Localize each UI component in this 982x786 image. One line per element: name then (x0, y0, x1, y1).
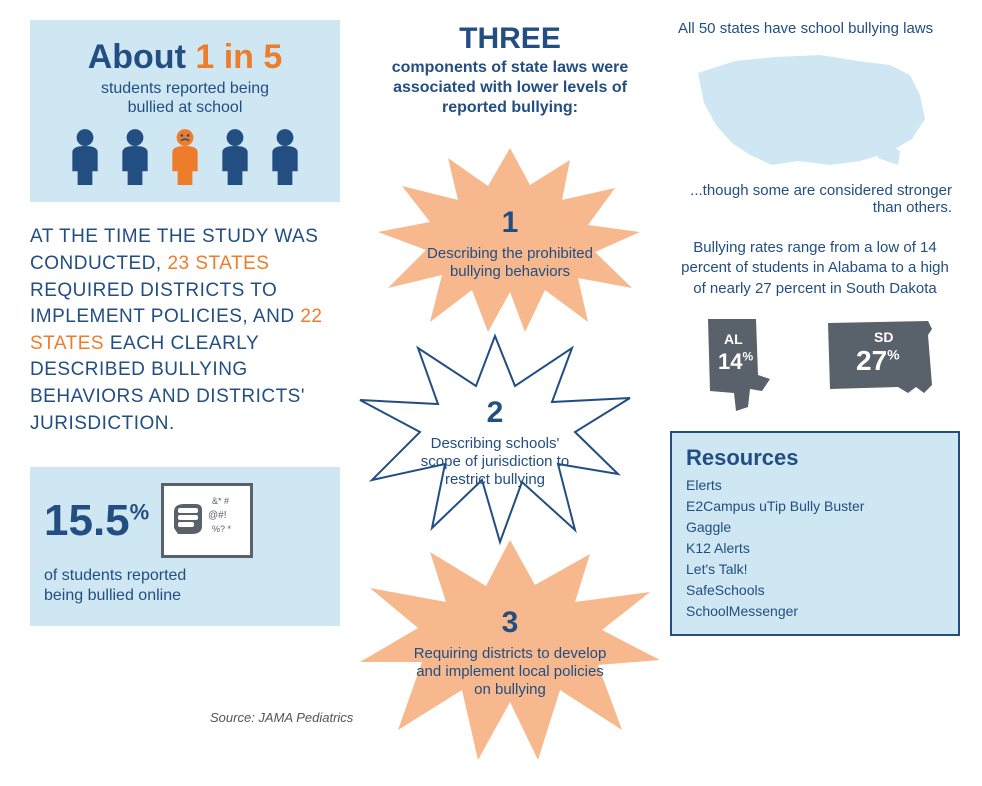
sd-pct: 27% (856, 345, 900, 377)
resources-title: Resources (686, 445, 944, 471)
person-icon (113, 127, 157, 190)
fist-icon-frame: &* # @#! %? * (161, 483, 253, 558)
left-column: About 1 in 5 students reported being bul… (30, 20, 340, 626)
component-1-text: 1 Describing the prohibited bullying beh… (420, 205, 600, 281)
al-pct-sym: % (742, 349, 753, 363)
map-caption-bottom: ...though some are considered stronger t… (670, 182, 952, 216)
middle-column: THREE components of state laws were asso… (370, 20, 650, 118)
resource-item: SafeSchools (686, 580, 944, 601)
us-map-icon (680, 43, 950, 173)
source-label: Source: JAMA Pediatrics (210, 710, 353, 725)
person-icon (213, 127, 257, 190)
svg-text:%? *: %? * (212, 524, 232, 534)
component-2-number: 2 (410, 395, 580, 431)
map-box: All 50 states have school bullying laws … (670, 20, 960, 216)
alabama-item: AL 14% (690, 313, 780, 413)
component-2-text: 2 Describing schools' scope of jurisdict… (410, 395, 580, 489)
component-2-label: Describing schools' scope of jurisdictio… (421, 435, 569, 488)
sd-pct-num: 27 (856, 345, 887, 376)
al-label: AL (724, 331, 743, 347)
component-1-label: Describing the prohibited bullying behav… (427, 245, 593, 280)
mid-title: THREE components of state laws were asso… (370, 20, 650, 118)
one-in-five-title: About 1 in 5 (45, 38, 325, 77)
south-dakota-item: SD 27% (820, 313, 940, 413)
one-in-five-number: 1 in 5 (195, 38, 282, 76)
component-3-number: 3 (410, 605, 610, 641)
map-caption-top: All 50 states have school bullying laws (678, 20, 960, 37)
person-icon (63, 127, 107, 190)
people-icons-row (45, 127, 325, 190)
mid-big-word: THREE (370, 20, 650, 58)
resource-item: E2Campus uTip Bully Buster (686, 496, 944, 517)
resource-item: K12 Alerts (686, 538, 944, 559)
state-row: AL 14% SD 27% (670, 313, 960, 413)
percent-symbol: % (130, 499, 150, 524)
component-3-text: 3 Requiring districts to develop and imp… (410, 605, 610, 699)
svg-text:&* #: &* # (212, 496, 229, 506)
bullied-person-icon (163, 127, 207, 190)
online-percent-number: 15.5 (44, 496, 130, 545)
sd-pct-sym: % (887, 346, 899, 362)
resource-item: SchoolMessenger (686, 601, 944, 622)
resource-item: Elerts (686, 475, 944, 496)
person-icon (263, 127, 307, 190)
fist-icon: &* # @#! %? * (168, 490, 246, 546)
online-row: 15.5% &* # @#! %? * (44, 483, 326, 558)
online-subtitle: of students reported being bullied onlin… (44, 566, 326, 606)
resources-box: Resources Elerts E2Campus uTip Bully Bus… (670, 431, 960, 636)
component-3-label: Requiring districts to develop and imple… (414, 645, 607, 698)
right-column: All 50 states have school bullying laws … (670, 20, 960, 636)
al-pct-num: 14 (718, 349, 742, 374)
study-23-states: 23 STATES (167, 253, 269, 274)
online-bullying-box: 15.5% &* # @#! %? * of students reported… (30, 467, 340, 626)
svg-text:@#!: @#! (208, 510, 227, 521)
mid-subtitle: components of state laws were associated… (392, 59, 629, 116)
about-word: About (88, 38, 196, 76)
sd-label: SD (874, 329, 893, 345)
online-percent: 15.5% (44, 496, 149, 546)
resource-item: Let's Talk! (686, 559, 944, 580)
study-mid: REQUIRED DISTRICTS TO IMPLEMENT POLICIES… (30, 280, 300, 328)
al-pct: 14% (718, 349, 753, 375)
study-text: AT THE TIME THE STUDY WAS CONDUCTED, 23 … (30, 224, 340, 437)
one-in-five-subtitle: students reported being bullied at schoo… (45, 79, 325, 117)
component-1-number: 1 (420, 205, 600, 241)
bullying-rates-text: Bullying rates range from a low of 14 pe… (670, 238, 960, 299)
resource-item: Gaggle (686, 517, 944, 538)
one-in-five-box: About 1 in 5 students reported being bul… (30, 20, 340, 202)
